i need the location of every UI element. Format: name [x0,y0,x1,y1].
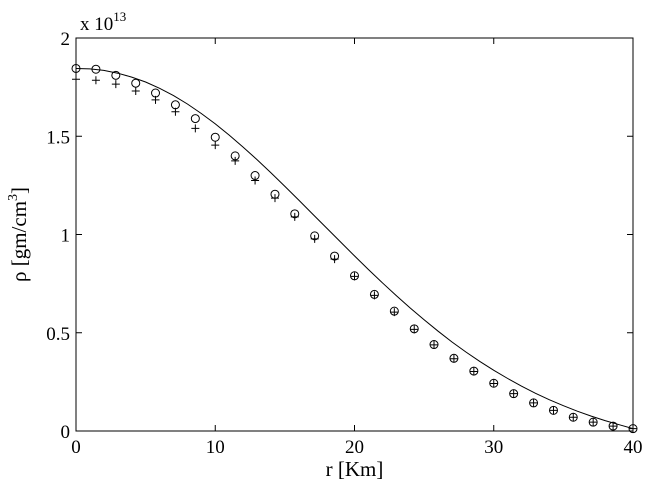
plus-data-point [350,272,359,281]
plus-data-point [91,76,100,85]
circle-data-point [71,63,81,73]
y-axis-multiplier: x 1013 [80,9,126,35]
plus-data-point [251,176,260,185]
circle-data-point [210,132,220,142]
plus-data-point [270,194,279,203]
plus-data-point [131,87,140,96]
plus-data-point [430,340,439,349]
circle-data-point [170,100,180,110]
series-solid-line [75,68,634,430]
y-axis-label: ρ [gm/cm3] [6,187,31,282]
plus-data-point [529,398,538,407]
plus-data-point [449,354,458,363]
plus-data-point [72,75,80,84]
plot-area-frame [75,37,634,432]
plus-data-point [310,234,319,243]
plus-data-point [390,308,399,317]
plus-data-point [569,413,578,422]
plus-data-point [629,424,637,433]
plus-data-point [370,291,379,300]
x-axis-label: r [Km] [326,457,384,481]
x-tick-label: 20 [345,437,364,458]
series-layer [71,63,638,434]
plus-data-point [589,418,598,427]
circle-data-point [151,88,161,98]
plus-data-point [231,156,240,165]
y-tick-label: 1.5 [46,127,70,148]
y-tick-label: 2 [61,29,71,50]
plus-data-point [191,124,200,133]
y-axis-ticks: 0 0.5 1 1.5 2 [46,29,633,443]
plus-data-point [151,95,160,104]
plus-data-point [330,255,339,264]
circle-data-point [131,78,141,88]
plus-data-point [609,422,618,431]
x-tick-label: 0 [71,437,81,458]
plus-data-point [410,325,419,334]
plus-data-point [111,80,120,89]
y-tick-label: 0 [61,422,71,443]
circle-data-point [190,114,200,124]
y-tick-label: 1 [61,226,71,247]
plus-data-point [290,212,299,221]
x-axis-ticks: 0 10 20 30 40 [71,38,643,458]
plus-data-point [489,379,498,388]
plus-data-point [509,389,518,398]
circle-data-point [91,64,101,74]
plus-data-point [211,141,220,150]
y-tick-label: 0.5 [46,324,70,345]
x-tick-label: 40 [624,437,643,458]
plus-data-point [469,367,478,376]
circle-data-point [111,70,121,80]
x-tick-label: 30 [484,437,503,458]
x-tick-label: 10 [206,437,225,458]
plus-data-point [171,107,180,116]
plus-data-point [549,406,558,415]
